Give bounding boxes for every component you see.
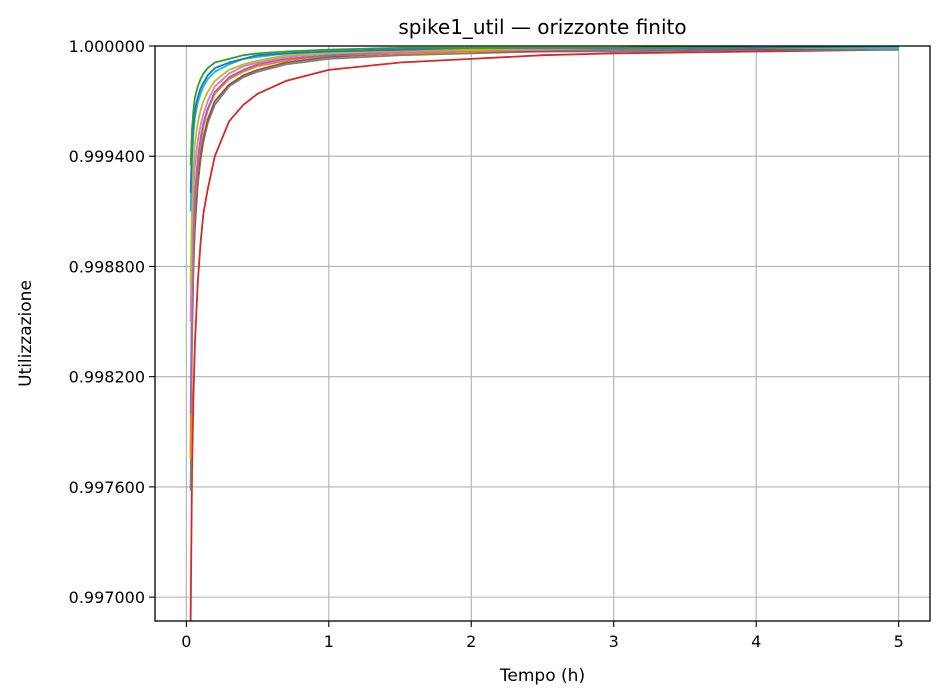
grid-lines: [155, 45, 930, 621]
x-tick-label: 1: [324, 632, 334, 651]
y-tick-label: 1.000000: [69, 37, 145, 56]
x-tick-label: 2: [466, 632, 476, 651]
series-line-1: [189, 48, 899, 621]
series-layer: [189, 46, 899, 621]
x-tick-label: 0: [181, 632, 191, 651]
y-tick-label: 0.998200: [69, 368, 145, 387]
series-line-10: [189, 46, 899, 166]
series-line-6: [189, 46, 899, 322]
x-tick-label: 5: [894, 632, 904, 651]
y-axis-title: Utilizzazione: [16, 280, 36, 387]
x-tick-label: 3: [609, 632, 619, 651]
x-tick-label: 4: [751, 632, 761, 651]
series-line-3: [189, 46, 899, 451]
plot-frame: [154, 45, 931, 622]
y-axis: 0.997000 0.997600 0.998200 0.998800 0.999400…: [69, 37, 155, 607]
y-tick-label: 0.997600: [69, 478, 145, 497]
y-tick-label: 0.999400: [69, 147, 145, 166]
y-tick-label: 0.998800: [69, 257, 145, 276]
x-axis: 0 1 2 3 4 5: [181, 621, 904, 651]
chart-title: spike1_util — orizzonte finito: [398, 15, 686, 39]
y-tick-label: 0.997000: [69, 588, 145, 607]
x-axis-title: Tempo (h): [499, 666, 585, 686]
